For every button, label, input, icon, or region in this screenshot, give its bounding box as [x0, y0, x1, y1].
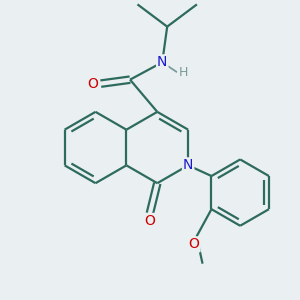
Text: N: N	[183, 158, 194, 172]
Text: O: O	[87, 76, 98, 91]
Text: O: O	[189, 237, 200, 251]
Text: O: O	[144, 214, 155, 228]
Text: N: N	[157, 55, 167, 69]
Text: H: H	[178, 66, 188, 79]
